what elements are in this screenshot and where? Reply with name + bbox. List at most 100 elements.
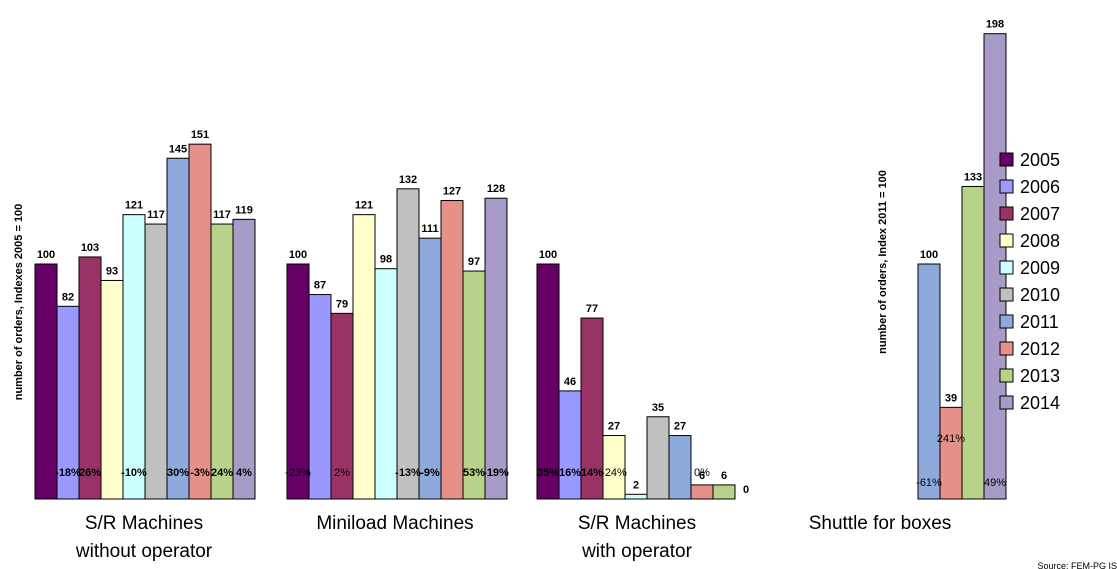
value-label-g1-2012: 151: [191, 129, 209, 141]
bar-g3-2013: [712, 484, 736, 500]
value-label-g1-2005: 100: [37, 249, 55, 261]
bar-g3-2005: [536, 263, 560, 500]
bar-g1-2012: [188, 143, 212, 500]
bar-g2-2005: [286, 263, 310, 500]
group-label-2: Miniload Machines: [316, 513, 473, 534]
value-label-g2-2013: 97: [468, 256, 480, 268]
value-label-g1-2010: 117: [147, 209, 165, 221]
bar-g2-2009: [374, 268, 398, 500]
value-label-g1-2014: 119: [235, 204, 253, 216]
legend-swatch-2013: [999, 368, 1014, 383]
group-label-1-line1: S/R Machines: [85, 513, 203, 534]
legend-swatch-2007: [999, 206, 1014, 221]
value-label-g3-2009: 2: [633, 479, 639, 491]
bar-g3-2010: [646, 416, 670, 500]
change-label-g1-2013: 24%: [211, 467, 233, 479]
value-label-g2-2005: 100: [289, 249, 307, 261]
value-label-g4-2012: 39: [945, 392, 957, 404]
legend-label-2014: 2014: [1020, 393, 1060, 413]
bar-g2-2013: [462, 270, 486, 500]
bar-g2-2006: [308, 294, 332, 500]
bar-g2-2012: [440, 200, 464, 500]
group-label-4: Shuttle for boxes: [809, 513, 952, 534]
legend-swatch-2014: [999, 395, 1014, 410]
legend-label-2006: 2006: [1020, 177, 1060, 197]
value-label-g3-2008: 27: [608, 421, 620, 433]
value-label-g2-2010: 132: [399, 174, 417, 186]
legend-label-2009: 2009: [1020, 258, 1060, 278]
change-label-g4-2012: 241%: [937, 433, 965, 445]
value-label-g2-2008: 121: [355, 200, 373, 212]
legend-swatch-2011: [999, 314, 1014, 329]
value-label-g4-2011: 100: [920, 249, 938, 261]
y-axis-label-left: number of orders, Indexes 2005 = 100: [13, 204, 25, 401]
source-note: Source: FEM-PG IS: [1037, 561, 1117, 569]
change-label-g1-2006: -18%: [55, 467, 81, 479]
change-label-g2-2005: -23%: [285, 467, 311, 479]
change-label-g4-2014: 49%: [984, 477, 1006, 489]
value-label-g3-2013: 6: [721, 470, 727, 482]
bar-g3-2009: [624, 493, 648, 500]
value-label-g4-2014: 198: [986, 19, 1004, 31]
bar-g3-2011: [668, 435, 692, 500]
bar-g4-2012: [939, 406, 963, 500]
change-label-g4-2011: -61%: [916, 477, 942, 489]
bar-g3-2012: [690, 484, 714, 500]
bar-g3-2007: [580, 317, 604, 500]
value-label-g1-2007: 103: [81, 242, 99, 254]
legend-label-2013: 2013: [1020, 366, 1060, 386]
value-label-g2-2009: 98: [380, 254, 392, 266]
change-label-g2-2014: -19%: [483, 467, 509, 479]
legend-swatch-2010: [999, 287, 1014, 302]
legend-swatch-2012: [999, 341, 1014, 356]
bar-g1-2008: [100, 279, 124, 500]
bars-layer: [34, 33, 1007, 500]
change-label-g1-2009: -10%: [121, 467, 147, 479]
bar-g1-2007: [78, 256, 102, 500]
value-label-g3-2006: 46: [564, 376, 576, 388]
bar-g4-2013: [961, 185, 985, 500]
value-label-g2-2007: 79: [336, 298, 348, 310]
value-label-g1-2008: 93: [106, 265, 118, 277]
value-label-g1-2011: 145: [169, 143, 187, 155]
bar-g1-2011: [166, 157, 190, 500]
value-label-g3-2014: 0: [743, 484, 749, 496]
value-label-g4-2013: 133: [964, 171, 982, 183]
change-label-g2-2010: -13%: [395, 467, 421, 479]
y-axis-label-right: number of orders, Index 2011 = 100: [877, 170, 889, 354]
legend: 2005 2006 2007 2008 2009 2010 2011 2012 2013 2014: [999, 150, 1060, 413]
legend-swatch-2009: [999, 260, 1014, 275]
group-label-1-line2: without operator: [75, 541, 213, 562]
change-label-g2-2013: 53%: [463, 467, 485, 479]
change-label-g3-2012: 0%: [694, 467, 710, 479]
bar-g1-2009: [122, 214, 146, 500]
bar-g4-2011: [917, 263, 941, 500]
change-label-g3-2006: 16%: [559, 467, 581, 479]
legend-swatch-2005: [999, 152, 1014, 167]
bar-g1-2005: [34, 263, 58, 500]
change-label-g2-2007: 2%: [334, 467, 350, 479]
bar-g3-2006: [558, 390, 582, 500]
legend-label-2010: 2010: [1020, 285, 1060, 305]
change-label-g2-2011: -9%: [420, 467, 440, 479]
value-label-g2-2012: 127: [443, 186, 461, 198]
value-label-g1-2013: 117: [213, 209, 231, 221]
value-label-g1-2009: 121: [125, 200, 143, 212]
bar-g3-2008: [602, 435, 626, 500]
value-label-g3-2007: 77: [586, 303, 598, 315]
group-label-3-line2: with operator: [581, 541, 693, 562]
bar-g1-2014: [232, 218, 256, 500]
value-label-g3-2011: 27: [674, 421, 686, 433]
value-label-g2-2011: 111: [421, 223, 438, 235]
change-label-g1-2011: 30%: [167, 467, 189, 479]
bar-g1-2010: [144, 223, 168, 500]
bar-g2-2010: [396, 188, 420, 500]
bar-g2-2011: [418, 237, 442, 500]
legend-label-2008: 2008: [1020, 231, 1060, 251]
group-label-3-line1: S/R Machines: [578, 513, 696, 534]
legend-swatch-2006: [999, 179, 1014, 194]
legend-label-2011: 2011: [1020, 312, 1059, 332]
bar-g2-2008: [352, 214, 376, 500]
change-label-g3-2007: 14%: [581, 467, 603, 479]
